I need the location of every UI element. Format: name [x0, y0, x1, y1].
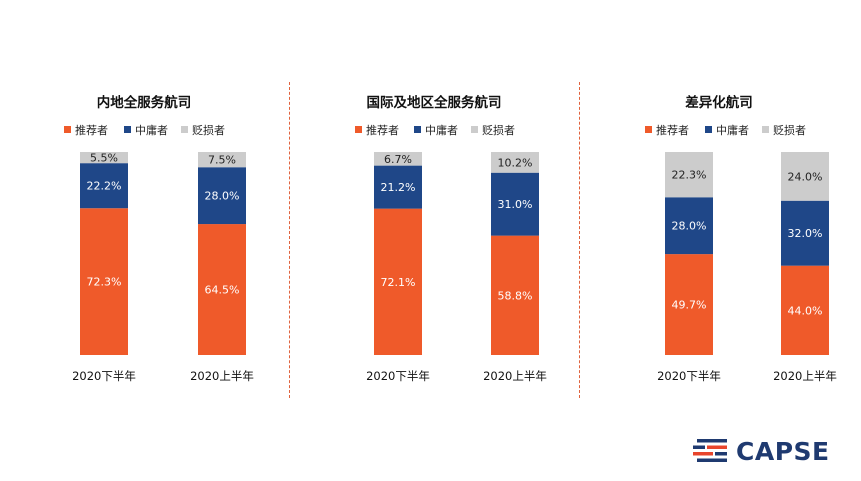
legend-label-detractor: 贬损者 — [192, 123, 225, 137]
bar-segment-detractor — [781, 152, 829, 201]
category-label: 2020下半年 — [366, 369, 430, 383]
bar-segment-promoter — [80, 208, 128, 355]
chart-title: 内地全服务航司 — [97, 94, 192, 111]
data-label-detractor: 7.5% — [208, 154, 236, 167]
category-label: 2020上半年 — [483, 369, 547, 383]
data-label-promoter: 49.7% — [672, 299, 707, 312]
legend-label-promoter: 推荐者 — [75, 123, 108, 137]
bar-segment-promoter — [781, 265, 829, 355]
legend-label-passive: 中庸者 — [135, 123, 168, 137]
bar-segment-passive — [198, 167, 246, 225]
capse-logo: CAPSE — [693, 436, 843, 468]
data-label-detractor: 6.7% — [384, 153, 412, 166]
bar-segment-promoter — [665, 254, 713, 355]
bar-segment-promoter — [198, 224, 246, 355]
bar-segment-promoter — [491, 235, 539, 355]
legend-label-passive: 中庸者 — [425, 123, 458, 137]
legend-label-promoter: 推荐者 — [656, 123, 689, 137]
data-label-detractor: 5.5% — [90, 152, 118, 165]
legend-swatch-promoter — [645, 126, 652, 133]
data-label-passive: 28.0% — [205, 190, 240, 203]
legend-swatch-detractor — [471, 126, 478, 133]
data-label-passive: 32.0% — [788, 227, 823, 240]
legend-swatch-passive — [414, 126, 421, 133]
bar-segment-detractor — [491, 152, 539, 173]
bar-segment-detractor — [374, 152, 422, 166]
panel-divider-left — [289, 82, 290, 398]
category-label: 2020下半年 — [657, 369, 721, 383]
bar-segment-passive — [491, 172, 539, 236]
legend-label-detractor: 贬损者 — [482, 123, 515, 137]
legend-label-detractor: 贬损者 — [773, 123, 806, 137]
data-label-passive: 22.2% — [87, 180, 122, 193]
category-label: 2020上半年 — [190, 369, 254, 383]
data-label-detractor: 22.3% — [672, 169, 707, 182]
data-label-promoter: 58.8% — [498, 289, 533, 302]
bar-segment-detractor — [80, 152, 128, 164]
logo-text: CAPSE — [736, 437, 830, 466]
legend-label-promoter: 推荐者 — [366, 123, 399, 137]
logo-lines-icon — [693, 439, 727, 462]
category-label: 2020下半年 — [72, 369, 136, 383]
data-label-passive: 21.2% — [381, 181, 416, 194]
legend-swatch-detractor — [762, 126, 769, 133]
legend-swatch-passive — [124, 126, 131, 133]
legend-label-passive: 中庸者 — [716, 123, 749, 137]
data-label-promoter: 64.5% — [205, 284, 240, 297]
legend-swatch-promoter — [355, 126, 362, 133]
bar-segment-passive — [665, 197, 713, 255]
bar-segment-passive — [781, 200, 829, 266]
legend-swatch-passive — [705, 126, 712, 133]
bar-segment-promoter — [374, 208, 422, 355]
category-label: 2020上半年 — [773, 369, 837, 383]
chart-title: 国际及地区全服务航司 — [367, 94, 502, 111]
bar-segment-passive — [80, 163, 128, 209]
data-label-passive: 31.0% — [498, 198, 533, 211]
data-label-detractor: 10.2% — [498, 156, 533, 169]
data-label-passive: 28.0% — [672, 220, 707, 233]
data-label-promoter: 72.1% — [381, 276, 416, 289]
bar-segment-detractor — [198, 152, 246, 168]
legend-swatch-detractor — [181, 126, 188, 133]
data-label-detractor: 24.0% — [788, 170, 823, 183]
panel-divider-right — [579, 82, 580, 398]
data-label-promoter: 44.0% — [788, 304, 823, 317]
data-label-promoter: 72.3% — [87, 276, 122, 289]
bar-segment-passive — [374, 165, 422, 209]
legend-swatch-promoter — [64, 126, 71, 133]
bar-segment-detractor — [665, 152, 713, 198]
chart-title: 差异化航司 — [685, 94, 753, 111]
